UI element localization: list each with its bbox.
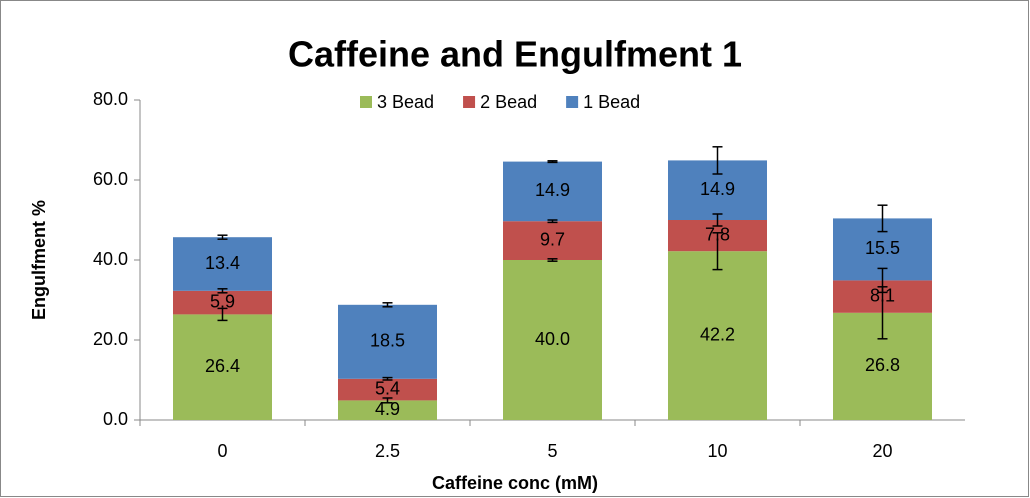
bar-segment <box>338 378 437 401</box>
data-label: 5.4 <box>375 378 400 398</box>
data-label: 4.9 <box>375 399 400 419</box>
data-label: 26.4 <box>205 356 240 376</box>
legend-label: 3 Bead <box>377 92 434 112</box>
bar-segment <box>503 260 602 420</box>
error-bar <box>382 376 393 381</box>
bar-segment <box>338 400 437 420</box>
data-label: 14.9 <box>535 180 570 200</box>
bar-segment <box>338 304 437 379</box>
bar-segment <box>668 251 767 420</box>
bar-segment <box>173 290 272 315</box>
error-bar <box>217 288 228 294</box>
data-label: 40.0 <box>535 329 570 349</box>
legend-label: 2 Bead <box>480 92 537 112</box>
error-bar <box>547 160 558 164</box>
bar-segment <box>173 314 272 420</box>
x-tick-label: 2.5 <box>375 441 400 461</box>
x-tick-label: 10 <box>707 441 727 461</box>
bar-segment <box>503 161 602 222</box>
data-label: 13.4 <box>205 253 240 273</box>
error-bar <box>382 302 393 308</box>
data-label: 18.5 <box>370 331 405 351</box>
data-label: 26.8 <box>865 355 900 375</box>
legend-swatch <box>360 96 372 108</box>
error-bar <box>382 397 393 404</box>
data-label: 8.1 <box>870 285 895 305</box>
error-bar <box>217 234 228 240</box>
error-bar <box>712 232 723 271</box>
data-label: 7.8 <box>705 224 730 244</box>
bar-segment <box>173 237 272 291</box>
data-label: 15.5 <box>865 238 900 258</box>
data-label: 5.9 <box>210 291 235 311</box>
error-bar <box>877 204 888 233</box>
legend-swatch <box>463 96 476 108</box>
error-bar <box>547 258 558 262</box>
data-label: 9.7 <box>540 229 565 249</box>
y-tick-label: 20.0 <box>93 329 128 349</box>
bar-segment <box>503 221 602 260</box>
error-bar <box>877 267 888 294</box>
data-label: 14.9 <box>700 179 735 199</box>
x-axis-title: Caffeine conc (mM) <box>432 473 598 493</box>
x-tick-label: 5 <box>547 441 557 461</box>
legend-swatch <box>566 96 579 108</box>
error-bar <box>712 146 723 175</box>
y-tick-label: 40.0 <box>93 249 128 269</box>
error-bar <box>547 219 558 224</box>
y-tick-label: 80.0 <box>93 89 128 109</box>
y-axis-title: Engulfment % <box>29 200 49 320</box>
chart-title: Caffeine and Engulfment 1 <box>288 34 742 75</box>
x-tick-label: 0 <box>217 441 227 461</box>
legend-label: 1 Bead <box>583 92 640 112</box>
error-bar <box>217 307 228 322</box>
data-label: 42.2 <box>700 324 735 344</box>
y-tick-label: 60.0 <box>93 169 128 189</box>
y-tick-label: 0.0 <box>103 409 128 429</box>
error-bar <box>712 213 723 227</box>
x-tick-label: 20 <box>872 441 892 461</box>
